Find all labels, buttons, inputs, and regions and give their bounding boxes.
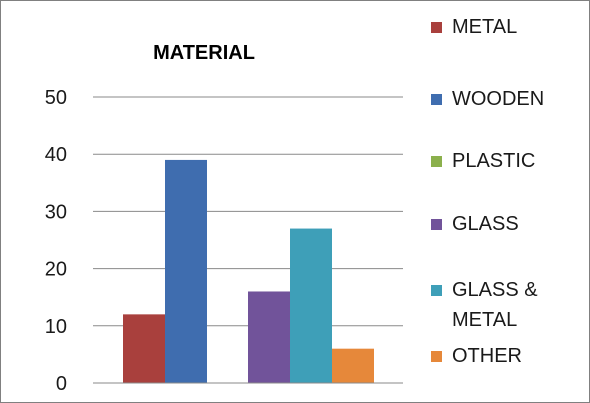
y-tick-label: 10 (45, 316, 67, 338)
y-tick-label: 40 (45, 144, 67, 166)
y-tick-label: 30 (45, 201, 67, 223)
y-axis-ticks: 0 10 20 30 40 50 (45, 87, 67, 395)
bar-other (332, 348, 374, 383)
legend-swatch (431, 219, 442, 230)
bar-wooden (165, 159, 207, 383)
legend-label: METAL (452, 16, 518, 38)
legend-swatch (431, 285, 442, 296)
bars (123, 159, 374, 383)
legend: METAL WOODEN PLASTIC GLASS GLASS & METAL OTHER (431, 1, 589, 401)
gridlines (93, 96, 403, 327)
legend-label: GLASS (452, 213, 519, 235)
legend-label: METAL (452, 309, 518, 331)
y-tick-label: 50 (45, 87, 67, 109)
legend-label: WOODEN (452, 88, 545, 110)
legend-label: OTHER (452, 345, 522, 367)
legend-label: PLASTIC (452, 150, 536, 172)
bar-metal (123, 314, 165, 383)
bar-glass-metal (290, 228, 332, 383)
y-tick-label: 20 (45, 259, 67, 281)
legend-swatch (431, 156, 442, 167)
legend-label: GLASS & (452, 279, 538, 301)
legend-swatch (431, 22, 442, 33)
chart-title: MATERIAL (153, 42, 255, 64)
y-tick-label: 0 (56, 373, 67, 395)
bar-glass (248, 291, 290, 383)
legend-swatch (431, 94, 442, 105)
legend-swatch (431, 351, 442, 362)
